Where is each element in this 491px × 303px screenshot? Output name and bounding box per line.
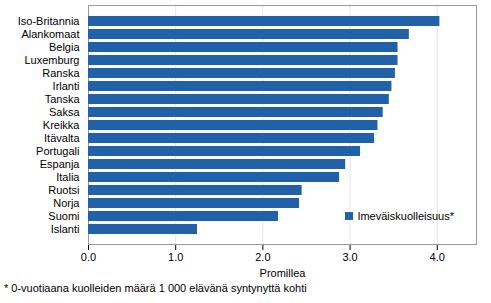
svg-text:Norja: Norja [53,197,80,209]
svg-text:Promillea: Promillea [260,267,307,279]
svg-text:Iso-Britannia: Iso-Britannia [18,15,81,27]
svg-text:Itävalta: Itävalta [44,132,80,144]
svg-text:Italia: Italia [56,171,80,183]
svg-text:Ruotsi: Ruotsi [48,184,79,196]
svg-text:2.0: 2.0 [255,251,270,263]
svg-text:Saksa: Saksa [49,106,80,118]
svg-text:Islanti: Islanti [51,223,80,235]
svg-text:Luxemburg: Luxemburg [24,54,79,66]
svg-text:Irlanti: Irlanti [53,80,80,92]
svg-text:Kreikka: Kreikka [43,119,81,131]
html-text:* 0-vuotiaana kuolleiden määrä: * 0-vuotiaana kuolleiden määrä 1 000 elä… [4,282,307,294]
svg-text:Portugali: Portugali [36,145,79,157]
svg-text:Tanska: Tanska [45,93,81,105]
svg-text:1.0: 1.0 [168,251,183,263]
svg-text:Belgia: Belgia [49,41,80,53]
svg-text:Alankomaat: Alankomaat [21,28,79,40]
svg-text:3.0: 3.0 [342,251,357,263]
html-text:Imeväiskuolleisuus*: Imeväiskuolleisuus* [357,210,454,222]
svg-text:Ranska: Ranska [42,67,80,79]
svg-text:Espanja: Espanja [40,158,81,170]
svg-text:0.0: 0.0 [81,251,96,263]
svg-text:Suomi: Suomi [48,210,79,222]
svg-text:4.0: 4.0 [430,251,445,263]
